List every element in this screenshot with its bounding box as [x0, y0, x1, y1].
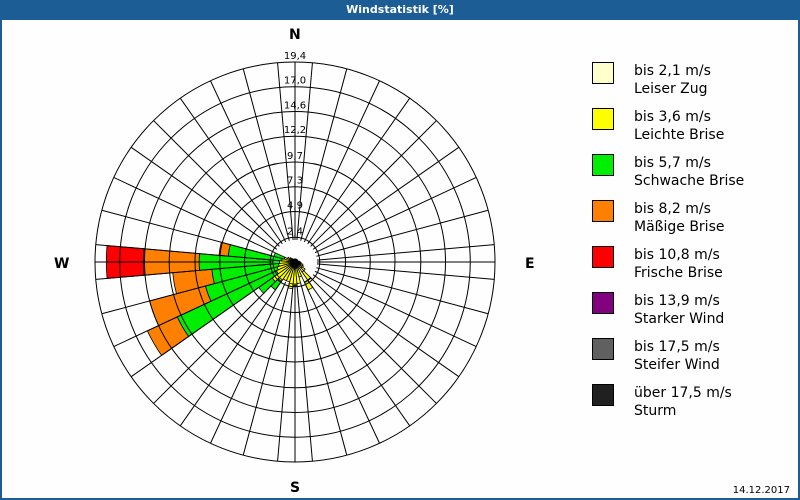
ring-label: 2,4 [287, 226, 303, 237]
legend-range: bis 8,2 m/s [634, 201, 711, 217]
ring-label: 14,6 [284, 100, 306, 111]
date-stamp: 14.12.2017 [732, 485, 790, 496]
compass-east: E [525, 256, 535, 272]
window-title: Windstatistik [%] [0, 0, 800, 20]
legend-range: bis 2,1 m/s [634, 63, 711, 79]
legend-swatch [592, 292, 614, 314]
wind-rose-grid [94, 61, 496, 463]
legend-range: bis 17,5 m/s [634, 339, 720, 355]
ring-label: 17,0 [284, 76, 306, 87]
legend-label: Mäßige Brise [634, 219, 725, 235]
legend-swatch [592, 200, 614, 222]
legend-label: Leiser Zug [634, 81, 708, 97]
ring-label: 19,4 [284, 51, 306, 62]
legend-label: Starker Wind [634, 311, 725, 327]
ring-label: 4,9 [287, 200, 303, 211]
legend-range: bis 5,7 m/s [634, 155, 711, 171]
legend-range: bis 10,8 m/s [634, 247, 720, 263]
legend-swatch [592, 108, 614, 130]
wind-rose-chart: 2,4 4,9 7,3 9,7 12,2 14,6 17,0 19,4 [94, 51, 496, 463]
compass-north: N [289, 27, 301, 43]
compass-south: S [290, 480, 301, 496]
legend-label: Schwache Brise [634, 173, 745, 189]
legend-range: über 17,5 m/s [634, 385, 732, 401]
legend-swatch [592, 246, 614, 268]
legend-label: Sturm [634, 403, 677, 419]
legend-swatch [592, 62, 614, 84]
legend-range: bis 3,6 m/s [634, 109, 711, 125]
ring-label: 9,7 [287, 151, 303, 162]
compass-west: W [54, 256, 70, 272]
ring-label: 12,2 [284, 125, 306, 136]
legend-swatch [592, 338, 614, 360]
chart-panel: 2,4 4,9 7,3 9,7 12,2 14,6 17,0 19,4 N E S W bis… [2, 20, 798, 498]
legend-swatch [592, 384, 614, 406]
legend-label: Leichte Brise [634, 127, 725, 143]
legend-label: Frische Brise [634, 265, 723, 281]
legend-swatch [592, 154, 614, 176]
hub-wedges [272, 252, 312, 285]
legend-range: bis 13,9 m/s [634, 293, 720, 309]
legend-label: Steifer Wind [634, 357, 720, 373]
ring-labels: 2,4 4,9 7,3 9,7 12,2 14,6 17,0 19,4 [284, 51, 306, 237]
ring-label: 7,3 [287, 176, 303, 187]
